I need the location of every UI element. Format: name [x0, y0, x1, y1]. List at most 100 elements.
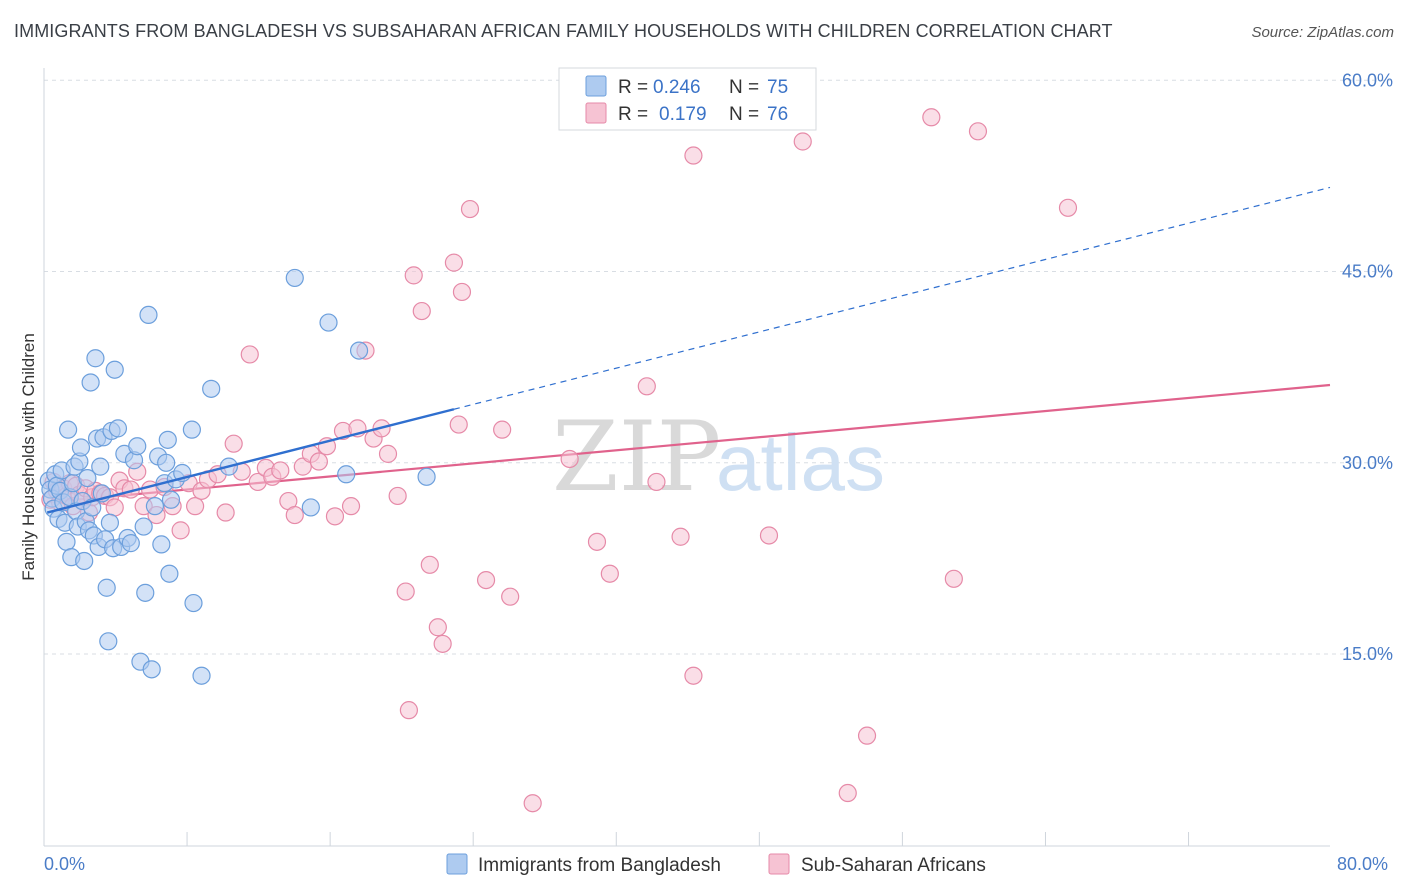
data-point-subsaharan	[341, 497, 361, 516]
data-point-bangladesh	[182, 420, 201, 439]
data-point-bangladesh	[301, 498, 320, 517]
data-point-subsaharan	[1058, 198, 1078, 217]
source-credit: Source: ZipAtlas.com	[1251, 24, 1394, 41]
legend-n-value-2: 76	[767, 104, 788, 125]
data-point-subsaharan	[433, 634, 452, 653]
data-point-subsaharan	[388, 486, 407, 506]
y-tick-labels: 15.0% 30.0% 45.0% 60.0%	[1342, 70, 1393, 664]
data-point-subsaharan	[600, 564, 619, 583]
data-point-subsaharan	[476, 570, 496, 590]
data-point-bangladesh	[349, 341, 369, 360]
data-point-subsaharan	[922, 108, 941, 127]
data-point-bangladesh	[128, 437, 147, 456]
data-point-subsaharan	[285, 505, 304, 525]
data-point-subsaharan	[224, 434, 243, 453]
data-point-bangladesh	[81, 373, 100, 392]
data-point-subsaharan	[647, 472, 666, 492]
y-tick-label: 15.0%	[1342, 644, 1393, 664]
data-point-bangladesh	[78, 469, 97, 488]
legend-n-label-2: N =	[729, 104, 759, 125]
legend-r-label-1: R =	[618, 77, 648, 98]
data-point-bangladesh	[86, 349, 105, 368]
data-point-bangladesh	[97, 578, 116, 597]
data-point-subsaharan	[684, 666, 703, 685]
data-point-subsaharan	[412, 301, 431, 321]
data-point-bangladesh	[160, 564, 179, 583]
legend-r-label-2: R =	[618, 104, 648, 125]
legend-n-label-1: N =	[729, 77, 759, 98]
data-point-bangladesh	[100, 513, 120, 532]
data-point-subsaharan	[857, 726, 877, 745]
data-point-subsaharan	[587, 532, 607, 551]
y-tick-label: 30.0%	[1342, 453, 1393, 473]
data-point-subsaharan	[309, 452, 328, 471]
y-axis-label: Family Households with Children	[19, 333, 38, 581]
data-point-bangladesh	[337, 465, 356, 484]
data-point-subsaharan	[944, 569, 963, 588]
data-point-subsaharan	[186, 497, 205, 516]
data-point-bangladesh	[99, 632, 118, 651]
data-point-subsaharan	[452, 282, 472, 302]
data-point-subsaharan	[671, 527, 690, 546]
data-point-subsaharan	[378, 444, 398, 463]
data-point-bangladesh	[57, 532, 76, 551]
legend-n-value-1: 75	[767, 77, 788, 98]
bottom-legend: Immigrants from Bangladesh Sub-Saharan A…	[446, 853, 986, 876]
data-point-subsaharan	[449, 415, 468, 434]
data-point-bangladesh	[134, 517, 153, 536]
y-tick-label: 45.0%	[1342, 262, 1393, 282]
data-point-bangladesh	[145, 497, 165, 516]
axes	[43, 68, 1330, 847]
data-point-bangladesh	[139, 305, 158, 324]
data-point-bangladesh	[319, 313, 338, 332]
data-point-subsaharan	[444, 253, 464, 272]
data-point-subsaharan	[637, 377, 656, 396]
data-point-subsaharan	[171, 521, 190, 540]
data-point-subsaharan	[399, 701, 419, 720]
data-point-subsaharan	[271, 461, 290, 480]
data-point-bangladesh	[152, 535, 171, 554]
data-point-subsaharan	[968, 122, 988, 141]
bottom-legend-label-subsaharan: Sub-Saharan Africans	[801, 855, 986, 876]
legend-r-value-1: 0.246	[653, 77, 701, 98]
data-point-bangladesh	[105, 360, 124, 379]
data-point-subsaharan	[404, 266, 423, 285]
data-point-bangladesh	[285, 268, 304, 288]
bottom-legend-swatch-pink	[768, 853, 790, 875]
data-point-subsaharan	[105, 498, 124, 517]
data-point-subsaharan	[684, 146, 703, 165]
data-point-subsaharan	[793, 132, 812, 151]
data-point-bangladesh	[59, 420, 78, 439]
chart-title: IMMIGRANTS FROM BANGLADESH VS SUBSAHARAN…	[14, 21, 1113, 41]
data-point-bangladesh	[184, 593, 203, 613]
legend-r-value-2: 0.179	[659, 104, 707, 125]
data-point-subsaharan	[838, 783, 857, 803]
data-point-subsaharan	[216, 503, 235, 522]
data-point-bangladesh	[108, 419, 128, 438]
data-point-bangladesh	[142, 660, 161, 679]
data-point-bangladesh	[157, 453, 176, 472]
data-point-subsaharan	[523, 794, 542, 813]
data-point-subsaharan	[396, 582, 415, 601]
series-bangladesh-points	[39, 268, 455, 685]
data-point-subsaharan	[325, 507, 345, 526]
data-point-bangladesh	[75, 551, 94, 571]
data-point-bangladesh	[71, 438, 91, 457]
data-point-subsaharan	[240, 345, 259, 364]
data-point-subsaharan	[420, 555, 439, 574]
data-point-bangladesh	[91, 457, 110, 476]
data-point-bangladesh	[161, 490, 181, 509]
grid-lines	[44, 79, 1394, 655]
watermark-zip: ZIP	[552, 401, 721, 513]
data-point-bangladesh	[417, 467, 436, 486]
x-ticks	[43, 832, 1190, 846]
data-point-subsaharan	[560, 449, 579, 469]
y-tick-label: 60.0%	[1342, 70, 1393, 90]
data-point-bangladesh	[121, 534, 140, 553]
legend-swatch-blue	[585, 75, 607, 97]
data-point-bangladesh	[136, 583, 155, 602]
legend-swatch-pink	[585, 102, 607, 124]
x-tick-label-min: 0.0%	[44, 854, 85, 874]
legend: R = 0.246 N = 75 R = 0.179 N = 76	[558, 67, 817, 131]
